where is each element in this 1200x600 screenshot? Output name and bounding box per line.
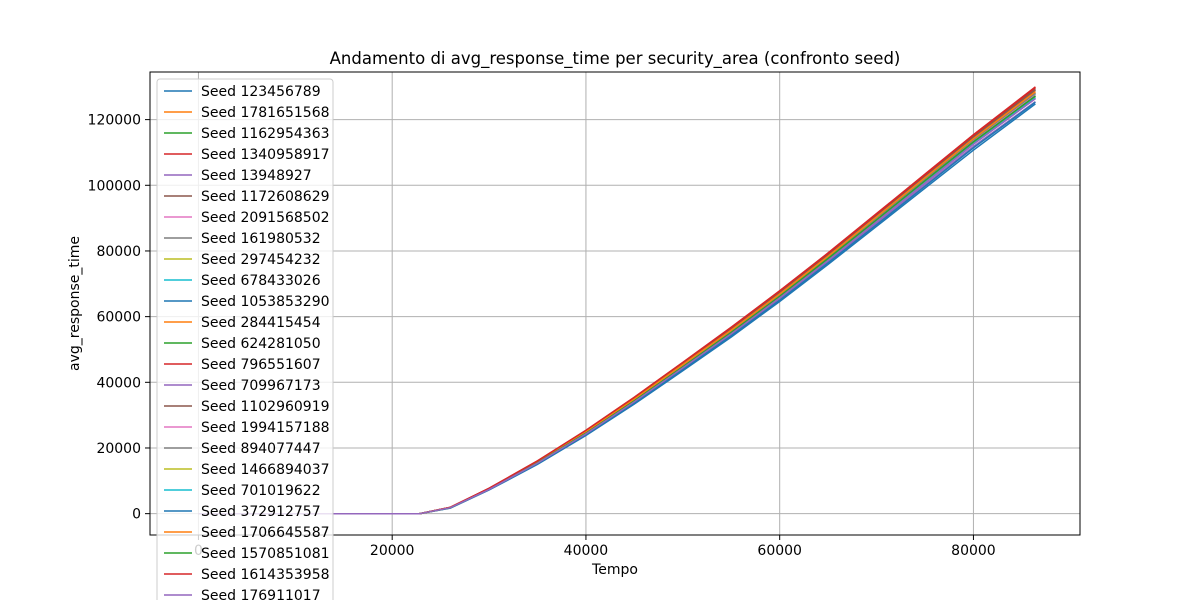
legend-label: Seed 1570851081 bbox=[201, 546, 330, 562]
chart-title: Andamento di avg_response_time per secur… bbox=[330, 49, 901, 69]
x-tick-label: 80000 bbox=[951, 543, 996, 559]
series-line-25 bbox=[198, 97, 1036, 515]
x-tick-label: 60000 bbox=[757, 543, 802, 559]
legend-label: Seed 796551607 bbox=[201, 357, 321, 373]
legend-label: Seed 709967173 bbox=[201, 378, 321, 394]
x-tick-label: 40000 bbox=[564, 543, 609, 559]
legend: Seed 123456789 Seed 1781651568 Seed 116295… bbox=[156, 78, 334, 600]
legend-label: Seed 1172608629 bbox=[201, 189, 330, 205]
y-tick-label: 40000 bbox=[96, 375, 141, 391]
y-axis-ticks: 0 20000 40000 60000 80000 100000 120000 bbox=[88, 113, 150, 523]
legend-label: Seed 123456789 bbox=[201, 84, 321, 100]
legend-box bbox=[156, 78, 334, 600]
legend-label: Seed 284415454 bbox=[201, 315, 321, 331]
legend-label: Seed 1102960919 bbox=[201, 399, 330, 415]
legend-label: Seed 2091568502 bbox=[201, 210, 330, 226]
legend-label: Seed 701019622 bbox=[201, 483, 321, 499]
x-tick-label: 20000 bbox=[370, 543, 415, 559]
y-tick-label: 20000 bbox=[96, 441, 141, 457]
y-axis-label: avg_response_time bbox=[67, 236, 83, 371]
y-tick-label: 80000 bbox=[96, 244, 141, 260]
legend-label: Seed 1781651568 bbox=[201, 105, 330, 121]
y-tick-label: 60000 bbox=[96, 310, 141, 326]
legend-label: Seed 1053853290 bbox=[201, 294, 330, 310]
legend-label: Seed 624281050 bbox=[201, 336, 321, 352]
legend-label: Seed 1706645587 bbox=[201, 525, 330, 541]
legend-label: Seed 13948927 bbox=[201, 168, 312, 184]
y-tick-label: 100000 bbox=[88, 178, 141, 194]
y-tick-label: 0 bbox=[132, 507, 141, 523]
legend-label: Seed 1994157188 bbox=[201, 420, 330, 436]
legend-label: Seed 176911017 bbox=[201, 588, 321, 600]
legend-label: Seed 161980532 bbox=[201, 231, 321, 247]
legend-label: Seed 894077447 bbox=[201, 441, 321, 457]
x-axis-label: Tempo bbox=[591, 562, 638, 578]
plot-frame bbox=[149, 71, 1081, 536]
legend-label: Seed 1340958917 bbox=[201, 147, 330, 163]
legend-label: Seed 1466894037 bbox=[201, 462, 330, 478]
series-lines bbox=[198, 86, 1036, 515]
legend-label: Seed 297454232 bbox=[201, 252, 321, 268]
legend-label: Seed 1162954363 bbox=[201, 126, 330, 142]
y-tick-label: 120000 bbox=[88, 113, 141, 129]
legend-label: Seed 1614353958 bbox=[201, 567, 330, 583]
legend-label: Seed 678433026 bbox=[201, 273, 321, 289]
legend-label: Seed 372912757 bbox=[201, 504, 321, 520]
